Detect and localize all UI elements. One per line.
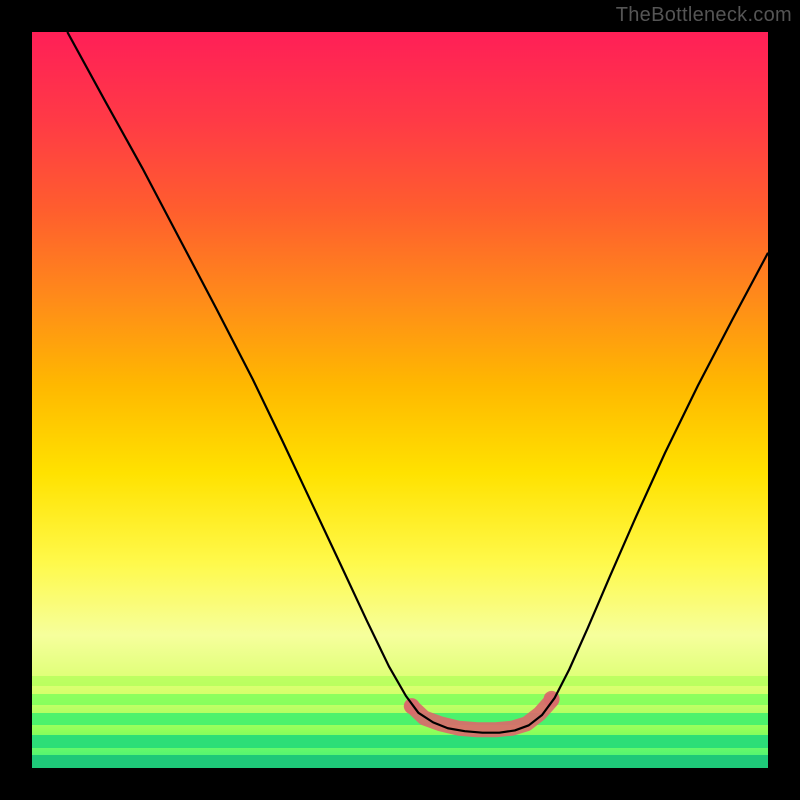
chart-svg — [32, 32, 768, 768]
watermark-text: TheBottleneck.com — [616, 4, 792, 27]
optimal-range-highlight — [412, 700, 552, 729]
bottleneck-curve — [67, 32, 768, 733]
chart-plot-area — [32, 32, 768, 768]
